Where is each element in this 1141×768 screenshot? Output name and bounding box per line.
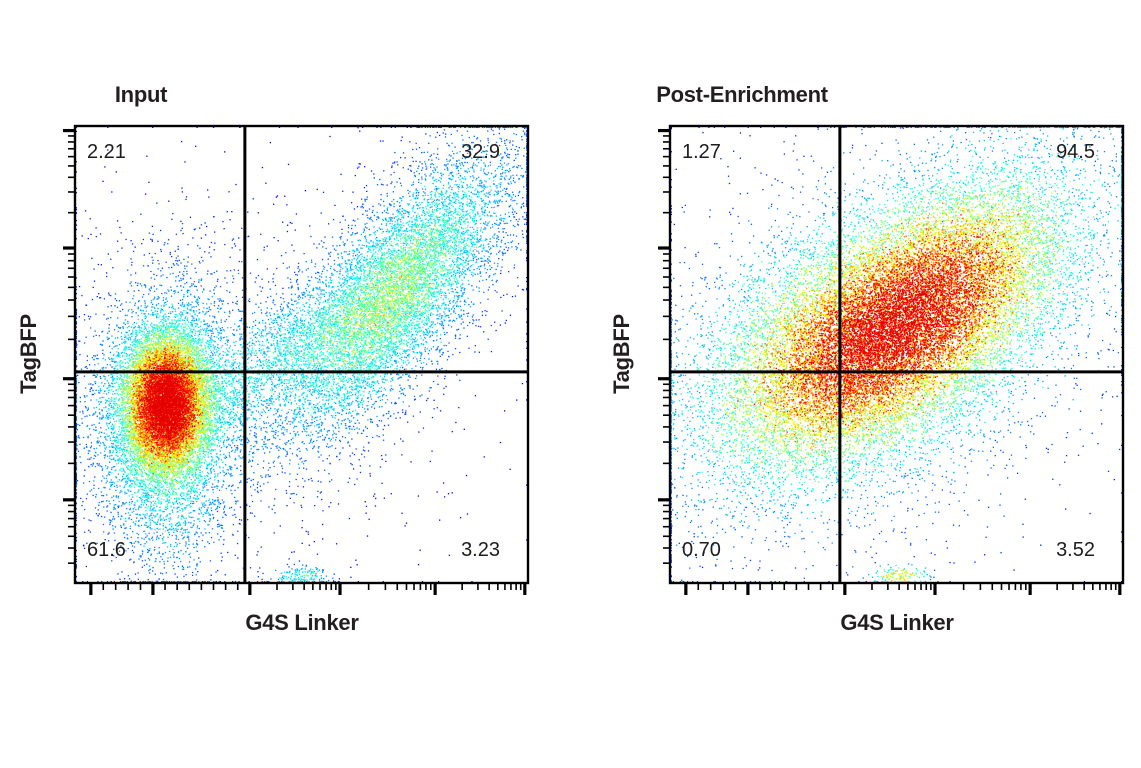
y-axis-label-input: TagBFP (16, 314, 41, 394)
quadrant-pct-top-right: 32.9 (461, 141, 500, 163)
x-axis-label-post-enrichment: G4S Linker (840, 610, 954, 635)
quadrant-pct-bottom-left: 61.6 (87, 539, 126, 561)
quadrant-pct-bottom-left: 0.70 (682, 539, 721, 561)
panel-input: 2.21 32.9 61.6 3.23 (45, 114, 558, 631)
y-axis-label-post-enrichment: TagBFP (609, 314, 634, 394)
quadrant-pct-top-right: 94.5 (1056, 141, 1095, 163)
quadrant-pct-bottom-right: 3.52 (1056, 539, 1095, 561)
panel-title-input: Input (114, 82, 168, 107)
density-scatter-plot-input (75, 126, 528, 583)
density-scatter-plot-post-enrichment (670, 126, 1123, 583)
panel-title-post-enrichment: Post-Enrichment (656, 82, 828, 107)
quadrant-pct-top-left: 2.21 (87, 141, 126, 163)
x-axis-label-input: G4S Linker (245, 610, 359, 635)
panel-post-enrichment: 1.27 94.5 0.70 3.52 (640, 114, 1141, 631)
quadrant-pct-top-left: 1.27 (682, 141, 721, 163)
quadrant-pct-bottom-right: 3.23 (461, 539, 500, 561)
